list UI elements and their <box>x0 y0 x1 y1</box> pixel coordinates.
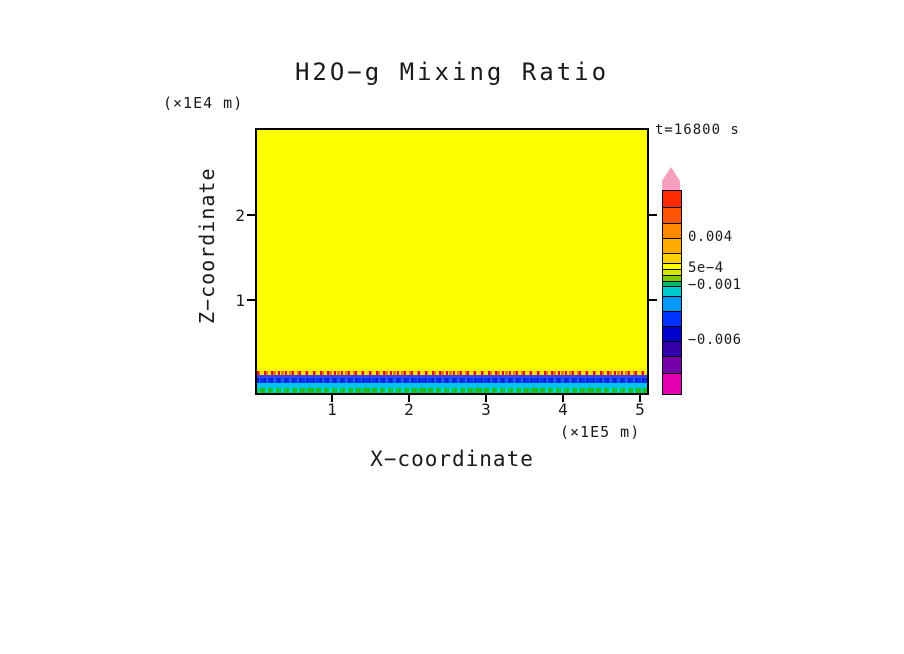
colorbar-segment <box>663 253 681 263</box>
y-axis-unit: (×1E4 m) <box>163 94 244 112</box>
chart-title: H2O−g Mixing Ratio <box>294 58 610 86</box>
x-tick-label: 3 <box>481 400 491 419</box>
y-tick-mark-right <box>649 299 657 301</box>
y-tick-label: 2 <box>235 205 245 225</box>
plot-area <box>255 128 649 395</box>
colorbar-segment <box>663 326 681 341</box>
time-annotation: t=16800 s <box>655 122 740 138</box>
x-tick-label: 2 <box>404 400 414 419</box>
colorbar-segment <box>663 286 681 296</box>
y-tick-mark-left <box>247 213 255 216</box>
x-axis-unit: (×1E5 m) <box>560 423 641 441</box>
colorbar-segment <box>663 223 681 238</box>
x-tick-label: 4 <box>558 400 568 419</box>
surface-bands <box>257 371 647 393</box>
x-tick-mark <box>408 395 410 402</box>
colorbar-segment <box>663 191 681 207</box>
x-tick-mark <box>331 395 333 402</box>
surface-band-cyan-layer <box>257 383 647 388</box>
colorbar-segment <box>663 356 681 373</box>
surface-band-blue-top <box>257 375 647 378</box>
colorbar-bar <box>662 190 682 395</box>
y-tick-mark-right <box>649 213 657 216</box>
y-tick-mark-left <box>247 299 255 301</box>
colorbar-segment <box>663 207 681 223</box>
x-tick-mark <box>485 395 487 402</box>
surface-band-blue-speckle <box>257 378 647 383</box>
colorbar-segment <box>663 238 681 253</box>
colorbar-label: 0.004 <box>688 229 733 245</box>
y-tick-label: 1 <box>235 291 245 310</box>
colorbar-segment <box>663 341 681 356</box>
x-axis-label: X−coordinate <box>370 447 534 471</box>
surface-band-green-speckle <box>257 388 647 393</box>
x-tick-mark <box>639 395 641 402</box>
surface-band-red-speckle <box>257 371 647 375</box>
colorbar-segment <box>663 281 681 286</box>
colorbar-segment <box>663 296 681 311</box>
colorbar-label: −0.006 <box>688 332 742 348</box>
colorbar-segment <box>663 269 681 275</box>
colorbar-segment <box>663 311 681 326</box>
x-tick-label: 5 <box>635 400 645 419</box>
colorbar-segment <box>663 275 681 281</box>
colorbar-label: −0.001 <box>688 277 742 293</box>
colorbar-segment <box>663 373 681 394</box>
x-tick-mark <box>562 395 564 402</box>
colorbar-label: 5e−4 <box>688 260 724 276</box>
colorbar-segment <box>663 263 681 269</box>
colorbar-arrow <box>662 167 680 191</box>
x-tick-label: 1 <box>327 400 337 419</box>
y-axis-label: Z−coordinate <box>195 167 219 325</box>
